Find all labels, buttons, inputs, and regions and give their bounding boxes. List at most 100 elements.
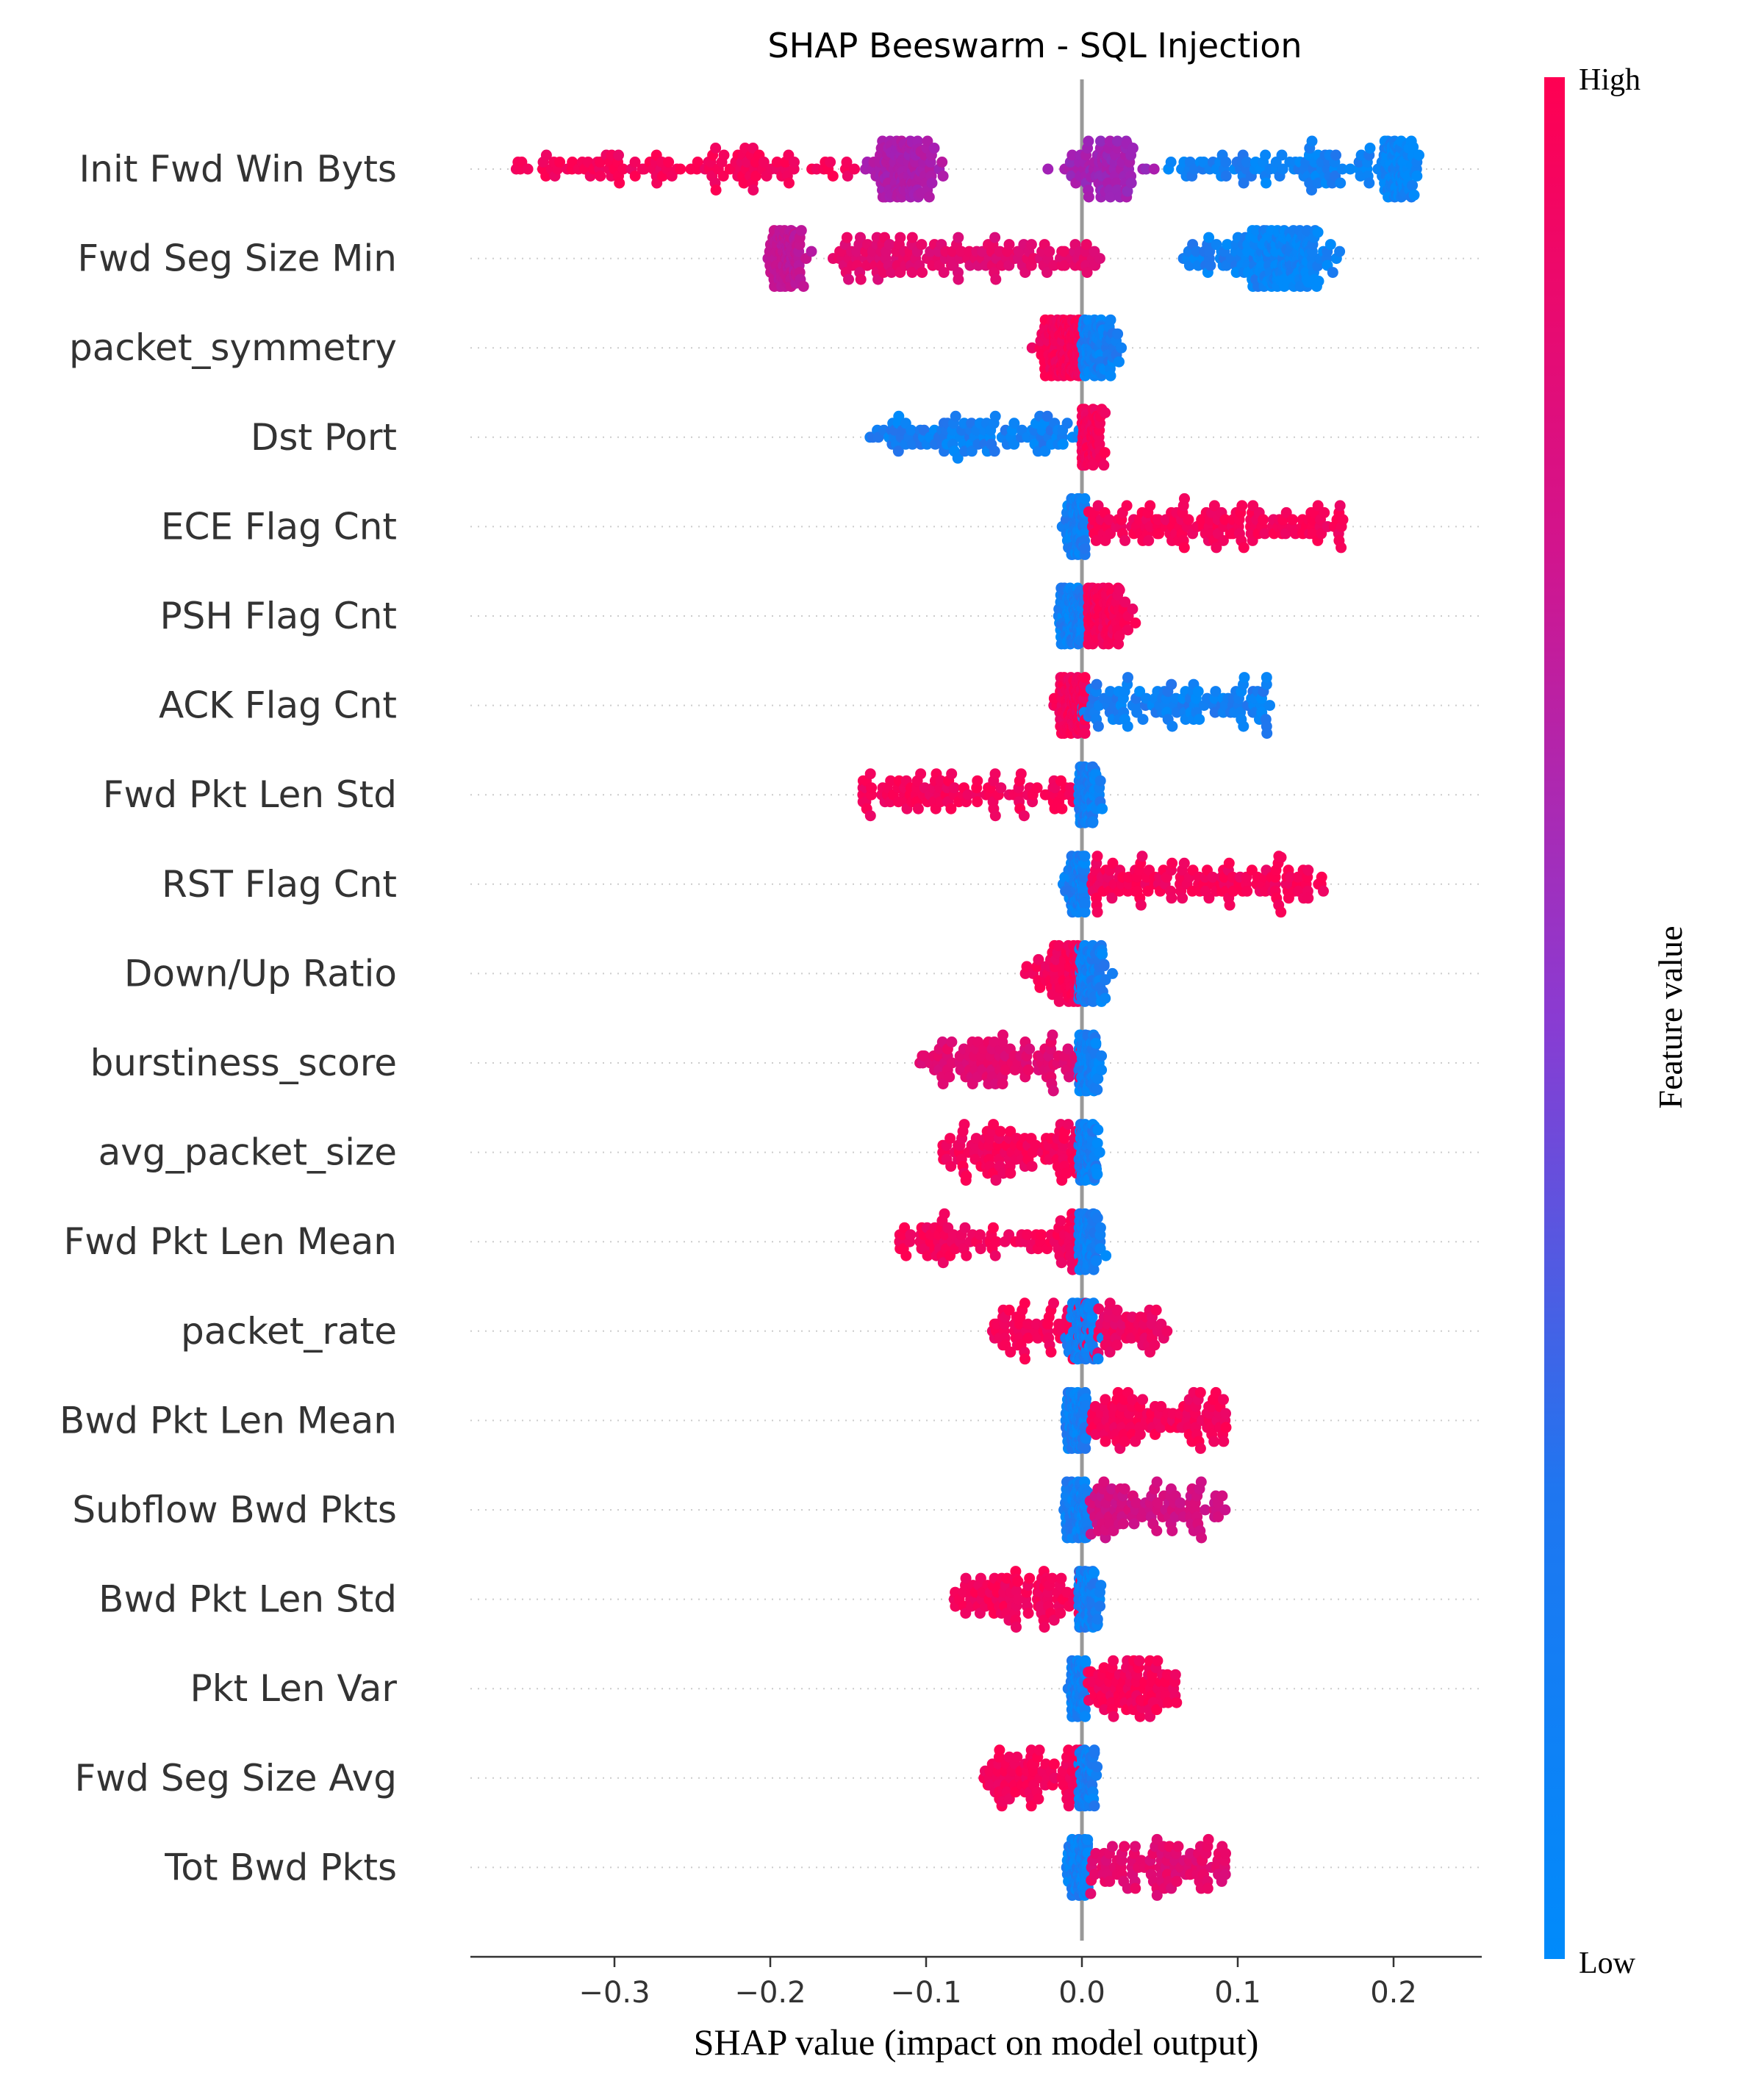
shap-point (1306, 185, 1317, 196)
shap-point (540, 149, 552, 161)
shap-point (1179, 493, 1190, 504)
feature-label: Down/Up Ratio (124, 952, 397, 995)
shap-point (864, 768, 876, 780)
shap-point (1080, 1656, 1091, 1668)
shap-point (771, 157, 783, 168)
shap-point (1079, 850, 1091, 862)
chart-title: SHAP Beeswarm - SQL Injection (767, 26, 1302, 65)
shap-point (989, 445, 1000, 457)
shap-point (900, 1250, 912, 1261)
shap-point (1166, 857, 1178, 869)
shap-point (1091, 1168, 1103, 1180)
shap-point (1003, 239, 1015, 251)
shap-point (1194, 1386, 1206, 1398)
shap-point (1407, 179, 1419, 191)
shap-point (1183, 514, 1194, 526)
shap-point (843, 273, 854, 285)
shap-point (912, 803, 924, 814)
shap-point (1166, 892, 1177, 904)
shap-point (1236, 500, 1248, 512)
shap-point (1024, 1572, 1036, 1584)
shap-point (1203, 232, 1215, 243)
feature-label: packet_symmetry (69, 326, 397, 369)
shap-point (1091, 1084, 1103, 1095)
shap-point (1079, 906, 1091, 918)
shap-point (1091, 1255, 1102, 1267)
shap-point (1119, 534, 1131, 546)
shap-point (1094, 1600, 1106, 1612)
shap-point (994, 246, 1005, 257)
shap-point (1018, 810, 1030, 822)
shap-point (926, 177, 938, 189)
shap-point (972, 796, 983, 808)
shap-point (953, 273, 964, 285)
shap-point (747, 185, 759, 196)
shap-point (1135, 899, 1147, 911)
shap-point (827, 171, 839, 182)
shap-point (906, 232, 918, 243)
shap-point (1091, 850, 1103, 862)
shap-point (1066, 149, 1078, 161)
shap-point (1025, 239, 1037, 251)
shap-point (617, 163, 629, 175)
shap-point (1344, 163, 1356, 175)
shap-point (1005, 1167, 1017, 1179)
shap-point (972, 775, 983, 787)
shap-point (961, 1250, 972, 1261)
shap-point (1238, 542, 1250, 554)
shap-point (1223, 857, 1235, 869)
shap-point (1098, 459, 1110, 471)
shap-point (1100, 1250, 1112, 1261)
shap-point (1105, 191, 1116, 203)
shap-point (906, 267, 918, 279)
shap-point (1177, 892, 1188, 904)
shap-point (797, 281, 809, 293)
shap-point (1127, 143, 1139, 154)
shap-point (1143, 534, 1155, 546)
shap-point (1055, 1608, 1066, 1619)
feature-label: Init Fwd Win Byts (79, 148, 397, 190)
shap-point (1111, 135, 1123, 147)
shap-point (1313, 276, 1324, 287)
shap-point (1137, 714, 1149, 726)
shap-point (1098, 960, 1110, 972)
shap-point (1114, 356, 1125, 368)
shap-point (1178, 857, 1190, 869)
shap-point (1411, 171, 1423, 182)
shap-point (928, 143, 940, 154)
shap-point (1161, 1325, 1173, 1337)
shap-point (1096, 1064, 1108, 1075)
shap-point (1022, 1064, 1034, 1075)
shap-point (990, 273, 1002, 285)
shap-point (795, 225, 807, 237)
shap-point (1413, 149, 1424, 161)
shap-point (1045, 1346, 1057, 1358)
feature-label: Fwd Pkt Len Mean (64, 1220, 397, 1263)
shap-point (1019, 1353, 1030, 1365)
feature-label: Tot Bwd Pkts (164, 1846, 397, 1888)
shap-point (1122, 185, 1133, 197)
shap-point (1334, 500, 1346, 512)
shap-point (937, 171, 949, 182)
shap-point (1165, 157, 1177, 168)
shap-point (675, 163, 686, 175)
shap-point (1091, 906, 1103, 918)
shap-point (946, 768, 958, 780)
shap-point (855, 273, 867, 285)
shap-point (1116, 342, 1127, 354)
shap-point (1100, 992, 1111, 1004)
shap-point (917, 267, 928, 279)
shap-point (1261, 177, 1272, 189)
shap-point (1026, 1161, 1038, 1172)
shap-point (1083, 135, 1094, 147)
shap-point (1140, 163, 1152, 175)
feature-label: Pkt Len Var (190, 1667, 398, 1710)
shap-point (718, 149, 730, 161)
shap-point (789, 157, 800, 168)
shap-point (1105, 370, 1116, 382)
shap-point (946, 1036, 958, 1048)
feature-label: Bwd Pkt Len Mean (60, 1399, 397, 1442)
shap-point (1057, 438, 1069, 450)
shap-point (1079, 493, 1091, 504)
shap-point (1312, 226, 1324, 238)
